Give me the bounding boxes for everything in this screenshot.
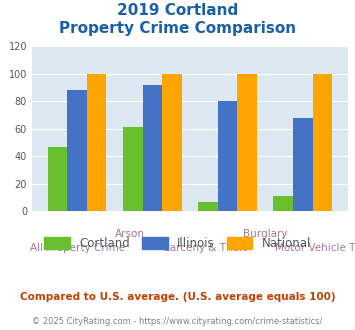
Bar xyxy=(142,85,162,211)
Text: Larceny & Theft: Larceny & Theft xyxy=(164,243,246,252)
Text: Burglary: Burglary xyxy=(243,229,288,239)
Bar xyxy=(218,101,237,211)
Legend: Cortland, Illinois, National: Cortland, Illinois, National xyxy=(39,232,316,255)
Bar xyxy=(67,90,87,211)
Text: Motor Vehicle Theft: Motor Vehicle Theft xyxy=(275,243,355,252)
Bar xyxy=(293,118,312,211)
Bar xyxy=(87,74,106,211)
Text: Arson: Arson xyxy=(115,229,145,239)
Text: 2019 Cortland: 2019 Cortland xyxy=(117,3,238,18)
Text: All Property Crime: All Property Crime xyxy=(29,243,125,252)
Bar xyxy=(162,74,182,211)
Text: © 2025 CityRating.com - https://www.cityrating.com/crime-statistics/: © 2025 CityRating.com - https://www.city… xyxy=(32,317,323,326)
Bar xyxy=(48,147,67,211)
Bar xyxy=(237,74,257,211)
Bar xyxy=(123,127,142,211)
Bar xyxy=(198,202,218,211)
Bar xyxy=(312,74,332,211)
Bar xyxy=(273,196,293,211)
Text: Property Crime Comparison: Property Crime Comparison xyxy=(59,21,296,36)
Text: Compared to U.S. average. (U.S. average equals 100): Compared to U.S. average. (U.S. average … xyxy=(20,292,335,302)
